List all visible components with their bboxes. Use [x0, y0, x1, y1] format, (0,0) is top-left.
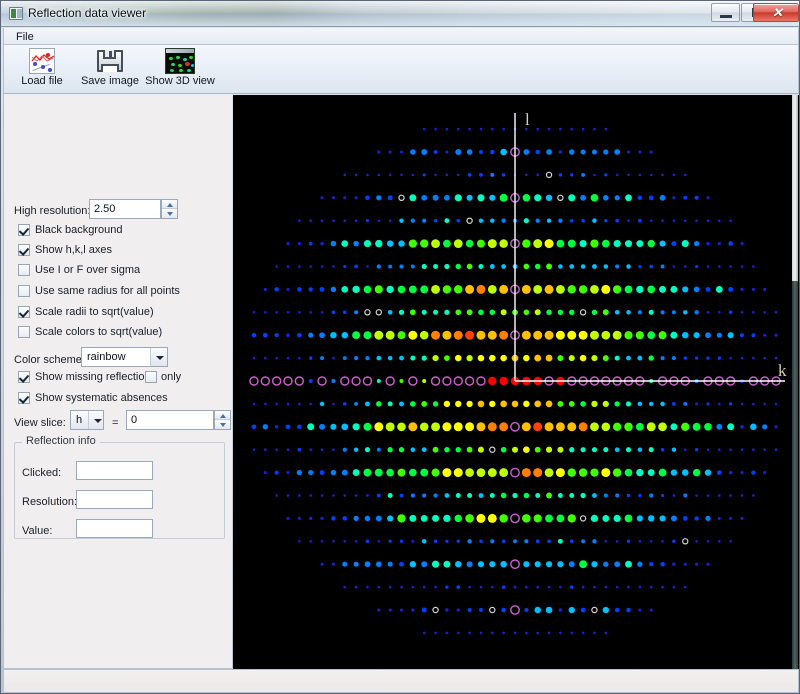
- checkbox-label-show-systematic-absences: Show systematic absences: [35, 392, 168, 404]
- checkbox-label-show-missing-reflections: Show missing reflections: [35, 371, 157, 383]
- close-icon: ✕: [772, 5, 783, 20]
- value-field[interactable]: [76, 519, 153, 538]
- checkbox-label-scale-colors: Scale colors to sqrt(value): [35, 326, 163, 338]
- window-title: Reflection data viewer: [28, 6, 147, 20]
- checkbox-label-scale-radii: Scale radii to sqrt(value): [35, 306, 154, 318]
- resolution-label: Resolution:: [22, 496, 78, 508]
- toolbar-button-load-file[interactable]: Load file: [16, 48, 68, 92]
- view-slice-axis-select[interactable]: h: [70, 410, 104, 430]
- reflection-plot-canvas[interactable]: l k: [233, 95, 791, 669]
- color-scheme-select[interactable]: rainbow: [81, 347, 168, 367]
- value-label: Value:: [22, 525, 53, 537]
- reflection-plot[interactable]: l k: [233, 95, 791, 669]
- title-bar: Reflection data viewer ✕: [1, 1, 799, 27]
- save-image-icon-shutter: [103, 50, 116, 59]
- load-file-icon-dot: [48, 68, 52, 72]
- spinner-down-icon[interactable]: [215, 420, 230, 429]
- spinner-up-icon[interactable]: [215, 411, 230, 420]
- color-scheme-label: Color scheme:: [14, 354, 85, 366]
- toolbar: Load file Save image: [3, 45, 799, 94]
- checkbox-label-use-same-radius: Use same radius for all points: [35, 285, 180, 297]
- load-file-icon-dot: [46, 53, 50, 57]
- checkbox-label-show-hkl-axes: Show h,k,l axes: [35, 244, 113, 256]
- color-scheme-value: rainbow: [87, 351, 126, 363]
- status-bar: [3, 669, 799, 693]
- plot-scrollbar-track[interactable]: [792, 95, 798, 669]
- view-slice-label: View slice:: [14, 417, 66, 429]
- checkbox-black-background[interactable]: [18, 224, 30, 236]
- axis-label-l: l: [525, 110, 530, 129]
- save-image-icon-label: [101, 64, 119, 72]
- checkbox-use-same-radius[interactable]: [18, 285, 30, 297]
- load-file-icon-dot: [33, 62, 37, 66]
- checkbox-label-black-background: Black background: [35, 224, 123, 236]
- load-file-icon: [29, 48, 55, 74]
- checkbox-show-missing-reflections[interactable]: [18, 371, 30, 383]
- clicked-label: Clicked:: [22, 467, 62, 479]
- toolbar-label-show-3d-view: Show 3D view: [145, 75, 215, 87]
- load-file-icon-graph: [31, 54, 55, 62]
- view-slice-value-input[interactable]: [126, 410, 214, 430]
- high-resolution-spinner[interactable]: [161, 199, 178, 219]
- toolbar-button-show-3d-view[interactable]: Show 3D view: [144, 48, 216, 92]
- save-image-icon: [96, 48, 124, 74]
- chevron-down-icon[interactable]: [88, 411, 103, 429]
- menu-item-file[interactable]: File: [16, 31, 34, 43]
- view-slice-equals: =: [112, 417, 119, 429]
- checkbox-show-systematic-absences[interactable]: [18, 392, 30, 404]
- control-panel: High resolution: Black background Show h…: [3, 94, 232, 669]
- checkbox-only[interactable]: [145, 371, 157, 383]
- app-icon: [9, 7, 23, 20]
- show-3d-view-icon: [165, 48, 195, 74]
- show-3d-view-icon-titlebar: [166, 49, 194, 53]
- reflection-points: [249, 127, 781, 635]
- minimize-button[interactable]: [711, 3, 740, 22]
- load-file-icon-dot: [41, 65, 45, 69]
- reflection-info-title: Reflection info: [22, 435, 100, 447]
- high-resolution-label: High resolution:: [14, 205, 91, 217]
- resolution-field[interactable]: [76, 490, 153, 509]
- checkbox-scale-colors[interactable]: [18, 326, 30, 338]
- plot-scrollbar-thumb[interactable]: [792, 95, 798, 281]
- view-slice-spinner[interactable]: [214, 410, 231, 430]
- checkbox-show-hkl-axes[interactable]: [18, 244, 30, 256]
- checkbox-label-only: only: [161, 371, 182, 383]
- minimize-icon: [720, 15, 732, 18]
- toolbar-label-load-file: Load file: [21, 75, 63, 87]
- reflection-info-group: [14, 442, 225, 539]
- high-resolution-input[interactable]: [89, 199, 161, 219]
- spinner-down-icon[interactable]: [162, 209, 177, 218]
- toolbar-label-save-image: Save image: [80, 75, 140, 87]
- axis-lines: [514, 113, 785, 382]
- chevron-down-icon[interactable]: [150, 348, 167, 366]
- clicked-field[interactable]: [76, 461, 153, 480]
- checkbox-use-i-or-f-over-sigma[interactable]: [18, 264, 30, 276]
- menu-bar: File: [3, 28, 799, 45]
- plot-scrollbar[interactable]: [791, 95, 799, 669]
- checkbox-label-use-i-or-f-over-sigma: Use I or F over sigma: [35, 264, 141, 276]
- checkbox-scale-radii[interactable]: [18, 306, 30, 318]
- view-slice-axis-value: h: [76, 414, 83, 426]
- close-button[interactable]: ✕: [753, 3, 799, 22]
- toolbar-button-save-image[interactable]: Save image: [80, 48, 140, 92]
- spinner-up-icon[interactable]: [162, 200, 177, 209]
- axis-label-k: k: [778, 361, 787, 380]
